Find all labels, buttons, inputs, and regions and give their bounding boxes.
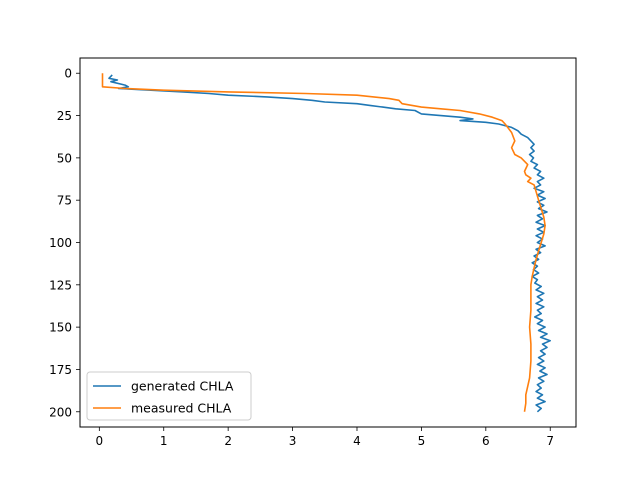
y-tick-label: 200: [49, 405, 72, 419]
y-tick-label: 150: [49, 321, 72, 335]
x-tick-label: 3: [289, 434, 297, 448]
x-tick-label: 1: [160, 434, 168, 448]
legend-label-generated: generated CHLA: [131, 379, 234, 394]
legend-box: [86, 371, 252, 421]
series-line-generated-chla: [108, 74, 552, 413]
plot-lines: [101, 73, 552, 413]
x-tick-label: 4: [353, 434, 361, 448]
x-axis: 0 1 2 3 4 5 6 7: [96, 427, 554, 448]
y-tick-label: 25: [57, 109, 72, 123]
y-tick-label: 0: [64, 67, 72, 81]
y-tick-label: 100: [49, 236, 72, 250]
y-tick-label: 125: [49, 278, 72, 292]
y-axis: 0 25 50 75 100 125 150 175 200: [49, 67, 80, 419]
x-tick-label: 0: [96, 434, 104, 448]
y-tick-label: 50: [57, 151, 72, 165]
y-tick-label: 75: [57, 194, 72, 208]
x-tick-label: 7: [546, 434, 554, 448]
x-tick-label: 5: [418, 434, 426, 448]
series-line-measured-chla: [101, 73, 546, 412]
x-tick-label: 6: [482, 434, 490, 448]
legend-label-measured: measured CHLA: [131, 401, 232, 416]
legend: generated CHLA measured CHLA: [86, 371, 252, 421]
y-tick-label: 175: [49, 363, 72, 377]
x-tick-label: 2: [224, 434, 232, 448]
